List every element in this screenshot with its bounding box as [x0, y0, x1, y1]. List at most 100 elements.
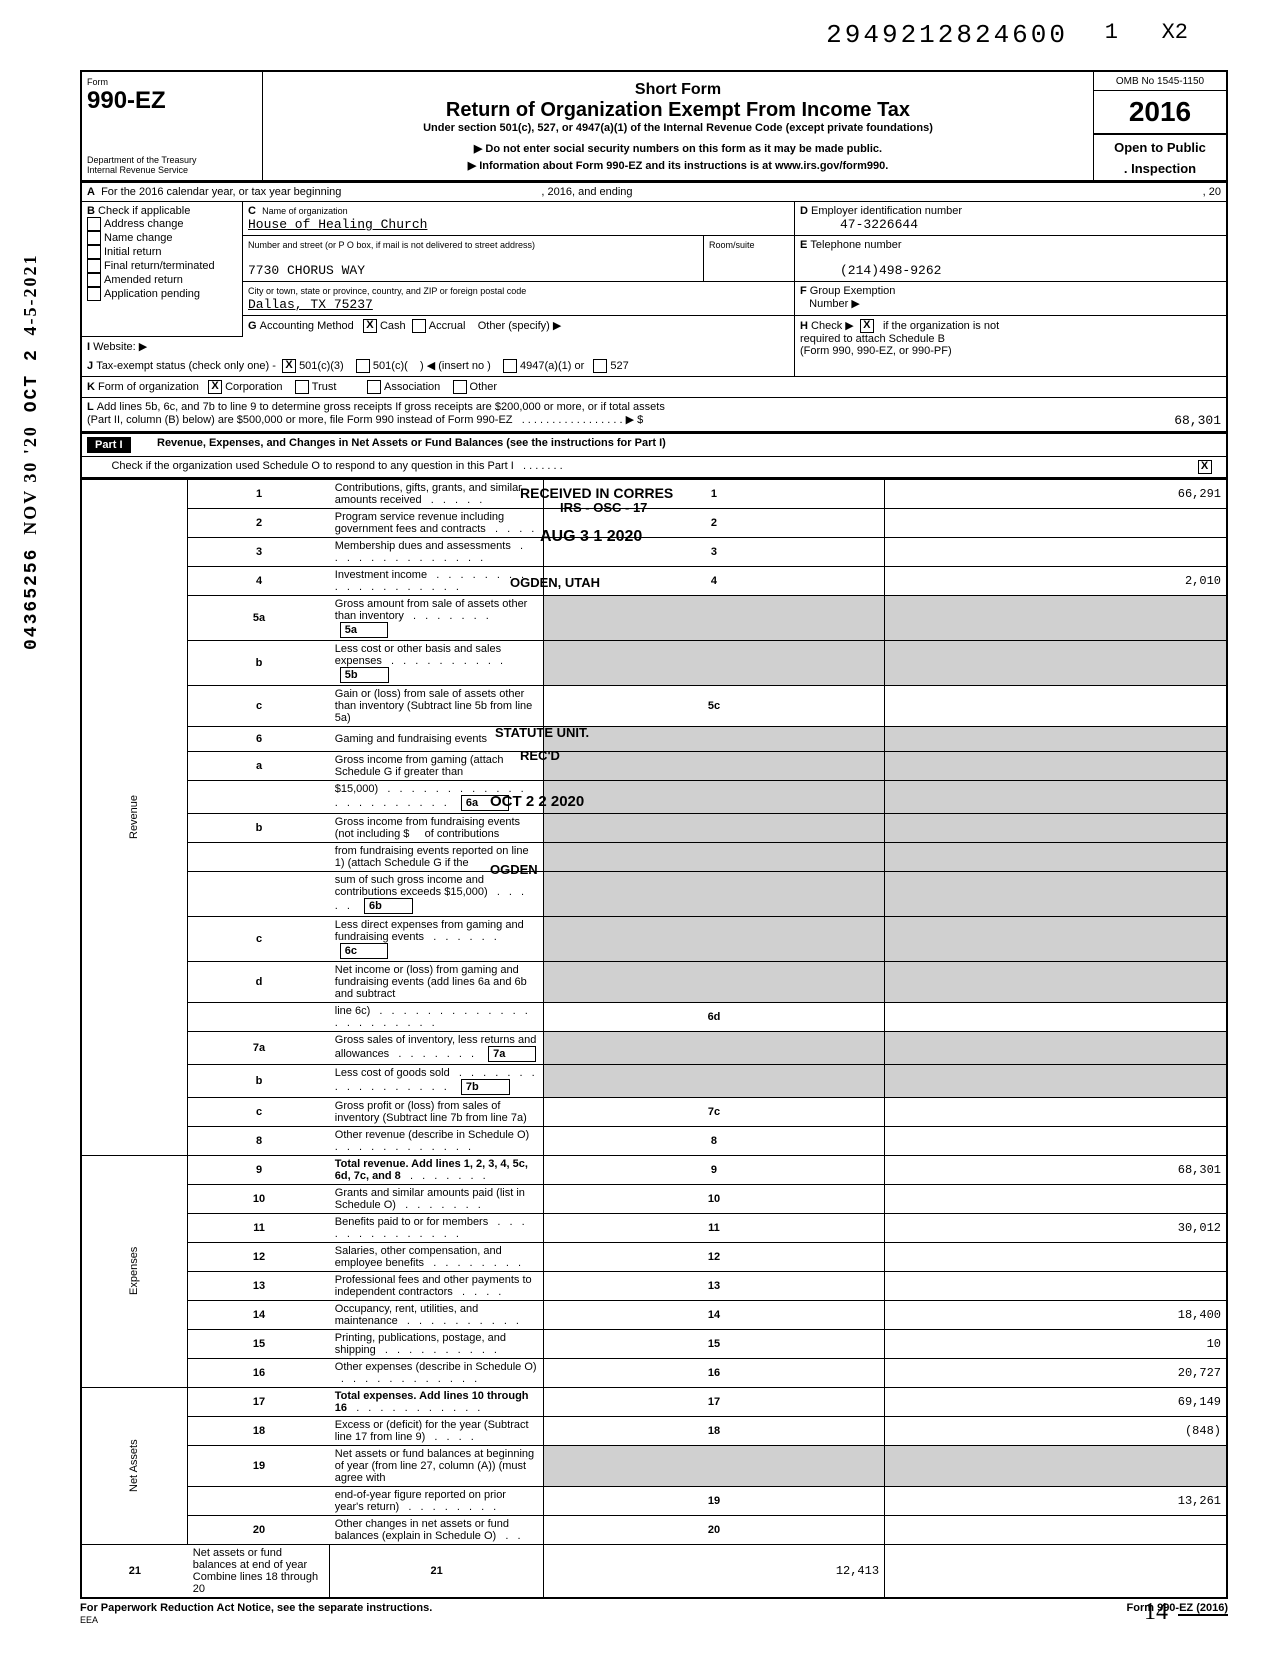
line-description: Less cost or other basis and sales expen… — [330, 640, 544, 685]
line-amount — [885, 1097, 1227, 1126]
checkbox-501c3[interactable] — [282, 359, 296, 373]
checkbox-initial-return[interactable] — [87, 245, 101, 259]
line-description: Total revenue. Add lines 1, 2, 3, 4, 5c,… — [330, 1155, 544, 1184]
side-dln: 04365256 NOV 30 '20 OCT 2 4-5-2021 — [20, 253, 42, 650]
line-number: 21 — [81, 1544, 188, 1598]
stamp-oct22: OCT 2 2 2020 — [490, 793, 584, 810]
stamp-irs-osc: IRS - OSC - 17 — [560, 500, 647, 515]
checkbox-name-change[interactable] — [87, 231, 101, 245]
line-amount — [885, 751, 1227, 780]
line-number: 17 — [188, 1387, 330, 1416]
line-number: 13 — [188, 1271, 330, 1300]
checkbox-cash[interactable] — [363, 319, 377, 333]
subtitle: Under section 501(c), 527, or 4947(a)(1)… — [268, 122, 1088, 134]
line-amount: 66,291 — [885, 479, 1227, 508]
line-description: Benefits paid to or for members . . . . … — [330, 1213, 544, 1242]
label-g: G — [248, 320, 257, 332]
open-public: Open to Public — [1095, 137, 1225, 158]
checkbox-trust[interactable] — [295, 380, 309, 394]
line-number — [188, 1486, 330, 1515]
line-row: sum of such gross income and contributio… — [81, 871, 1227, 916]
line-description: Gross profit or (loss) from sales of inv… — [330, 1097, 544, 1126]
line-ref: 9 — [543, 1155, 884, 1184]
line-row: end-of-year figure reported on prior yea… — [81, 1486, 1227, 1515]
line-amount: 13,261 — [885, 1486, 1227, 1515]
line-number: 4 — [188, 566, 330, 595]
line-amount: 10 — [885, 1329, 1227, 1358]
line-row: 18Excess or (deficit) for the year (Subt… — [81, 1416, 1227, 1445]
line-row: aGross income from gaming (attach Schedu… — [81, 751, 1227, 780]
checkbox-other-org[interactable] — [453, 380, 467, 394]
line-description: sum of such gross income and contributio… — [330, 871, 544, 916]
line-row: $15,000) . . . . . . . . . . . . . . . .… — [81, 780, 1227, 813]
line-amount — [885, 726, 1227, 751]
checkbox-501c[interactable] — [356, 359, 370, 373]
line-description: Other revenue (describe in Schedule O) .… — [330, 1126, 544, 1155]
checkbox-corporation[interactable] — [208, 380, 222, 394]
line-ref: 15 — [543, 1329, 884, 1358]
line-amount: 12,413 — [543, 1544, 884, 1598]
checkbox-schedule-o-part1[interactable] — [1198, 460, 1212, 474]
checkbox-4947[interactable] — [503, 359, 517, 373]
line-row: Expenses9Total revenue. Add lines 1, 2, … — [81, 1155, 1227, 1184]
line-number — [188, 842, 330, 871]
ssn-warning: Do not enter social security numbers on … — [485, 143, 882, 155]
line-ref — [543, 1064, 884, 1097]
line-number: 5a — [188, 595, 330, 640]
line-description: Gross sales of inventory, less returns a… — [330, 1031, 544, 1064]
line-number: 20 — [188, 1515, 330, 1544]
line-description: end-of-year figure reported on prior yea… — [330, 1486, 544, 1515]
line-description: Net assets or fund balances at beginning… — [330, 1445, 544, 1486]
line-ref: 12 — [543, 1242, 884, 1271]
line-number: 8 — [188, 1126, 330, 1155]
label-e: E — [800, 239, 807, 251]
line-amount — [885, 1271, 1227, 1300]
label-a: A — [87, 186, 95, 198]
line-number: c — [188, 916, 330, 961]
checkbox-pending[interactable] — [87, 287, 101, 301]
line-row: 8Other revenue (describe in Schedule O) … — [81, 1126, 1227, 1155]
checkbox-final-return[interactable] — [87, 259, 101, 273]
label-i: I — [87, 341, 90, 353]
line-number: 10 — [188, 1184, 330, 1213]
stamp-aug31: AUG 3 1 2020 — [540, 528, 642, 546]
checkbox-amended[interactable] — [87, 273, 101, 287]
checkbox-address-change[interactable] — [87, 217, 101, 231]
checkbox-accrual[interactable] — [412, 319, 426, 333]
line-amount — [885, 508, 1227, 537]
line-number: c — [188, 685, 330, 726]
line-amount — [885, 961, 1227, 1002]
checkbox-association[interactable] — [367, 380, 381, 394]
checkbox-schedule-b[interactable] — [860, 319, 874, 333]
line-description: Net assets or fund balances at end of ye… — [188, 1544, 330, 1598]
line-description: Occupancy, rent, utilities, and maintena… — [330, 1300, 544, 1329]
line-description: Net income or (loss) from gaming and fun… — [330, 961, 544, 1002]
line-description: Membership dues and assessments . . . . … — [330, 537, 544, 566]
checkbox-527[interactable] — [593, 359, 607, 373]
line-row: 5aGross amount from sale of assets other… — [81, 595, 1227, 640]
line-number: d — [188, 961, 330, 1002]
label-d: D — [800, 205, 808, 217]
line-ref — [543, 726, 884, 751]
gross-receipts: 68,301 — [1174, 413, 1221, 428]
line-row: 3Membership dues and assessments . . . .… — [81, 537, 1227, 566]
stamp-received: RECEIVED IN CORRES — [520, 485, 673, 501]
line-number: 18 — [188, 1416, 330, 1445]
line-amount — [885, 1184, 1227, 1213]
line-ref: 19 — [543, 1486, 884, 1515]
line-number: 15 — [188, 1329, 330, 1358]
line-number: 3 — [188, 537, 330, 566]
line-amount — [885, 871, 1227, 916]
line-row: 6Gaming and fundraising events — [81, 726, 1227, 751]
line-description: Gross amount from sale of assets other t… — [330, 595, 544, 640]
line-number: 6 — [188, 726, 330, 751]
line-amount — [885, 595, 1227, 640]
line-description: Gain or (loss) from sale of assets other… — [330, 685, 544, 726]
line-ref — [543, 916, 884, 961]
line-ref — [543, 640, 884, 685]
stamp-recd: REC'D — [520, 748, 560, 763]
line-amount: 2,010 — [885, 566, 1227, 595]
line-number: 9 — [188, 1155, 330, 1184]
line-description: Salaries, other compensation, and employ… — [330, 1242, 544, 1271]
line-amount — [885, 1242, 1227, 1271]
